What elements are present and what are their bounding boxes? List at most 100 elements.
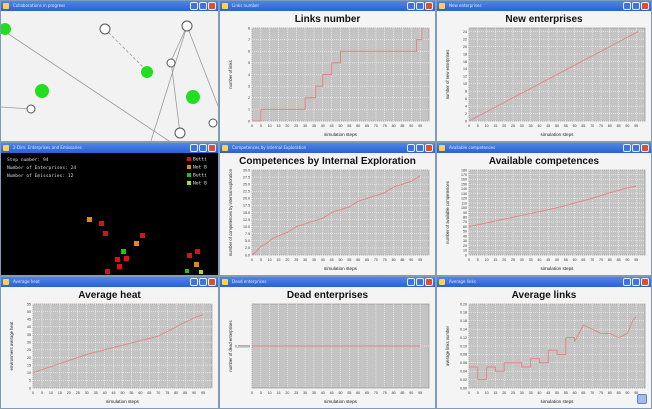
network-titlebar[interactable]: Collaborations in progress	[1, 1, 218, 11]
agent-marker	[134, 241, 139, 246]
minimize-button[interactable]	[190, 278, 198, 286]
close-button[interactable]	[208, 278, 216, 286]
y-tick-label: 16	[463, 60, 467, 64]
x-tick-label: 95	[418, 258, 422, 262]
new-enterprises-window[interactable]: New enterprises New enterprises 0 5 10 15 20 2…	[436, 0, 652, 142]
minimize-button[interactable]	[407, 2, 415, 10]
graph-node[interactable]	[1, 23, 11, 35]
chart-title: Dead enterprises	[286, 290, 369, 301]
close-button[interactable]	[208, 2, 216, 10]
average-links-titlebar[interactable]: Average links	[437, 277, 651, 287]
average-heat-window[interactable]: Average heat Average heat 0 5 10 15 20 25 30 35 4…	[0, 276, 219, 409]
minimize-button[interactable]	[623, 144, 631, 152]
graph-node[interactable]	[99, 23, 111, 35]
window-title: New enterprises	[449, 3, 482, 8]
maximize-button[interactable]	[199, 278, 207, 286]
minimize-button[interactable]	[407, 278, 415, 286]
x-tick-label: 15	[58, 391, 62, 395]
links-number-window[interactable]: Links number Links number 0 5 10 15 20 25 30 35 4…	[219, 0, 436, 142]
minimize-button[interactable]	[623, 278, 631, 286]
x-tick-label: 5	[477, 391, 479, 395]
close-button[interactable]	[425, 278, 433, 286]
network-window[interactable]: Collaborations in progress	[0, 0, 219, 142]
graph-node[interactable]	[26, 104, 36, 114]
close-button[interactable]	[425, 2, 433, 10]
x-tick-label: 65	[365, 258, 369, 262]
graph-node[interactable]	[166, 58, 176, 68]
close-button[interactable]	[641, 278, 649, 286]
x-tick-label: 10	[268, 258, 272, 262]
links-number-chart: Links number 0 5 10 15 20 25 30 35 40 45 50 55 60 65 70…	[220, 11, 435, 141]
x-tick-label: 55	[347, 124, 351, 128]
y-tick-label: 45	[27, 318, 31, 322]
map-titlebar[interactable]: 2-Dim: Enterprises and Emissaries	[1, 143, 218, 153]
x-axis-label: simulation steps	[106, 399, 140, 404]
y-tick-label: 7.5	[245, 232, 250, 236]
x-tick-label: 10	[268, 124, 272, 128]
minimize-button[interactable]	[623, 2, 631, 10]
x-tick-label: 20	[285, 391, 289, 395]
average-links-window[interactable]: Average links Average links 0 5 10 15 20 25 30 3…	[436, 276, 652, 409]
resize-grip[interactable]	[637, 394, 647, 404]
emissaries-count-text: Number of Emissaries: 12	[7, 174, 74, 179]
maximize-button[interactable]	[632, 2, 640, 10]
y-tick-label: 90	[463, 211, 467, 215]
x-tick-label: 5	[477, 124, 479, 128]
close-button[interactable]	[208, 144, 216, 152]
dead-enterprises-window[interactable]: Dead enterprises Dead enterprises 0 5 10 15 2…	[219, 276, 436, 409]
maximize-button[interactable]	[632, 144, 640, 152]
x-tick-label: 80	[392, 391, 396, 395]
x-tick-label: 65	[365, 391, 369, 395]
available-competences-titlebar[interactable]: Available competences	[437, 143, 651, 153]
maximize-button[interactable]	[199, 2, 207, 10]
y-tick-label: 160	[461, 178, 467, 182]
graph-node[interactable]	[35, 84, 49, 98]
x-tick-label: 95	[634, 391, 638, 395]
y-tick-label: 120	[461, 197, 467, 201]
y-tick-label: 22.5	[243, 190, 250, 194]
new-enterprises-titlebar[interactable]: New enterprises	[437, 1, 651, 11]
legend-label: Not B	[193, 181, 207, 187]
close-button[interactable]	[641, 144, 649, 152]
close-button[interactable]	[425, 144, 433, 152]
legend-label: Not B	[193, 165, 207, 171]
y-tick-label: 18	[463, 52, 467, 56]
maximize-button[interactable]	[416, 278, 424, 286]
minimize-button[interactable]	[190, 144, 198, 152]
agent-marker	[121, 249, 126, 254]
maximize-button[interactable]	[199, 144, 207, 152]
x-tick-label: 10	[485, 391, 489, 395]
y-tick-label: 6	[248, 50, 250, 54]
maximize-button[interactable]	[416, 144, 424, 152]
graph-node[interactable]	[181, 20, 193, 32]
close-button[interactable]	[641, 2, 649, 10]
map-window[interactable]: 2-Dim: Enterprises and Emissaries Step n…	[0, 142, 219, 276]
graph-node[interactable]	[141, 66, 153, 78]
x-tick-label: 45	[546, 124, 550, 128]
y-tick-label: 20.0	[243, 197, 250, 201]
y-tick-label: 50	[463, 230, 467, 234]
competences-internal-titlebar[interactable]: Competences by internal Exploration	[220, 143, 435, 153]
x-tick-label: 25	[511, 258, 515, 262]
x-tick-label: 5	[41, 391, 43, 395]
graph-node[interactable]	[174, 127, 186, 139]
dead-enterprises-titlebar[interactable]: Dead enterprises	[220, 277, 435, 287]
available-competences-window[interactable]: Available competences Available competen…	[436, 142, 652, 276]
maximize-button[interactable]	[632, 278, 640, 286]
graph-node[interactable]	[208, 118, 218, 128]
y-tick-label: 10	[27, 371, 31, 375]
y-tick-label: 22	[463, 37, 467, 41]
x-tick-label: 40	[321, 124, 325, 128]
y-tick-label: 0,000000	[235, 344, 250, 348]
x-tick-label: 40	[537, 258, 541, 262]
minimize-button[interactable]	[190, 2, 198, 10]
maximize-button[interactable]	[416, 2, 424, 10]
links-number-titlebar[interactable]: Links number	[220, 1, 435, 11]
y-tick-label: 4	[248, 73, 250, 77]
graph-node[interactable]	[186, 90, 200, 104]
agents-layer	[87, 217, 203, 274]
minimize-button[interactable]	[407, 144, 415, 152]
y-tick-label: 0.14	[460, 328, 467, 332]
competences-internal-window[interactable]: Competences by internal Exploration Comp…	[219, 142, 436, 276]
average-heat-titlebar[interactable]: Average heat	[1, 277, 218, 287]
